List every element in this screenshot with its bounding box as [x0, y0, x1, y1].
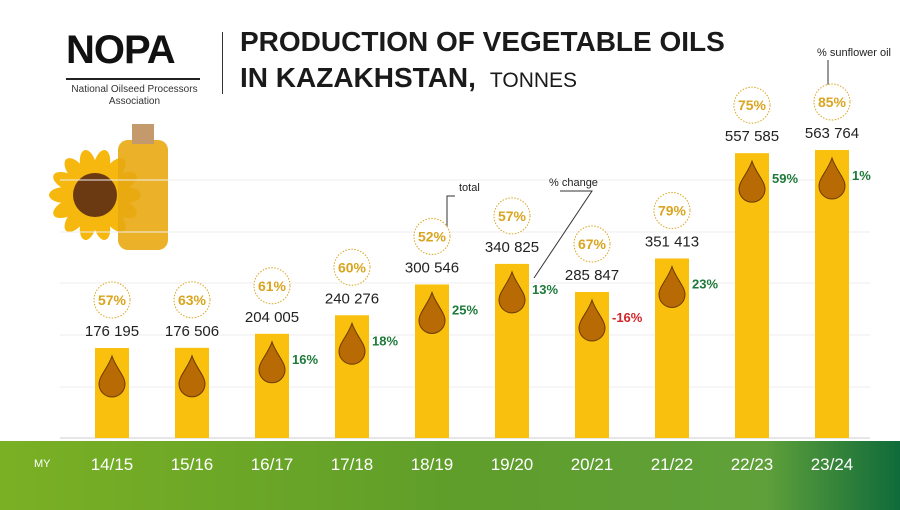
value-label: 176 506: [165, 323, 219, 340]
page-title-line2: IN KAZAKHSTAN, TONNES: [240, 62, 577, 94]
oil-drop-icon: [98, 354, 126, 398]
page-title-line1: PRODUCTION OF VEGETABLE OILS: [240, 26, 725, 57]
sunflower-share-label: 75%: [738, 97, 767, 113]
oil-drop-icon: [258, 340, 286, 384]
annotation-line-total: [446, 195, 455, 233]
oil-drop-icon: [658, 264, 686, 308]
sunflower-share-label: 57%: [498, 208, 527, 224]
annotation-change: % change: [549, 177, 598, 189]
pct-change-label: 13%: [532, 282, 558, 297]
x-axis-band: [0, 441, 900, 510]
value-label: 557 585: [725, 128, 779, 145]
x-tick-label: 21/22: [650, 455, 694, 474]
sunflower-share-label: 57%: [98, 292, 127, 308]
annotation-sunflower: % sunflower oil: [817, 47, 891, 59]
x-tick-label: 20/21: [570, 455, 614, 474]
sunflower-share-label: 61%: [258, 278, 287, 294]
sunflower-share-label: 67%: [578, 236, 607, 252]
unit-label: TONNES: [489, 69, 578, 92]
logo-underline: [66, 78, 200, 80]
oil-drop-icon: [498, 270, 526, 314]
value-label: 176 195: [85, 323, 139, 340]
title-text: IN KAZAKHSTAN,: [240, 62, 476, 93]
oil-drop-icon: [178, 354, 206, 398]
oil-drop-icon: [418, 290, 446, 334]
value-label: 300 546: [405, 259, 459, 276]
sunflower-share-circle: [573, 225, 611, 263]
x-tick-label: 17/18: [330, 455, 374, 474]
sunflower-share-circle: [333, 248, 371, 286]
x-axis-title: MY: [34, 458, 51, 470]
pct-change-label: 16%: [292, 352, 318, 367]
x-tick-label: 16/17: [250, 455, 294, 474]
sunflower-share-circle: [93, 281, 131, 319]
sunflower-share-circle: [173, 281, 211, 319]
x-tick-label: 15/16: [170, 455, 214, 474]
x-tick-label: 19/20: [490, 455, 534, 474]
value-label: 351 413: [645, 233, 699, 250]
oil-bottle: [118, 140, 168, 250]
sunflower-share-circle: [813, 83, 851, 121]
pct-change-label: 59%: [772, 171, 798, 186]
sunflower-share-label: 52%: [418, 228, 447, 244]
sunflower-share-circle: [253, 267, 291, 305]
sunflower-center: [73, 173, 117, 217]
sunflower-share-label: 63%: [178, 292, 207, 308]
value-label: 563 764: [805, 125, 859, 142]
oil-drop-icon: [578, 298, 606, 342]
bottle-cork: [132, 124, 154, 144]
sunflower-share-circle: [733, 86, 771, 124]
oil-drop-icon: [338, 321, 366, 365]
sunflower-share-circle: [653, 191, 691, 229]
x-tick-label: 18/19: [410, 455, 454, 474]
title-divider: [222, 32, 223, 94]
x-tick-label: 22/23: [730, 455, 774, 474]
pct-change-label: 23%: [692, 276, 718, 291]
value-label: 240 276: [325, 290, 379, 307]
sunflower-share-circle: [413, 217, 451, 255]
sunflower-share-label: 79%: [658, 202, 687, 218]
oil-drop-icon: [738, 159, 766, 203]
sunflower-share-label: 60%: [338, 259, 367, 275]
pct-change-label: -16%: [612, 310, 643, 325]
oil-drop-icon: [818, 156, 846, 200]
value-label: 285 847: [565, 267, 619, 284]
sunflower-share-label: 85%: [818, 94, 847, 110]
value-label: 204 005: [245, 309, 299, 326]
pct-change-label: 18%: [372, 333, 398, 348]
logo: NOPA: [66, 28, 176, 72]
annotation-line-change: [533, 190, 593, 279]
x-tick-label: 23/24: [810, 455, 854, 474]
sunflower-share-circle: [493, 197, 531, 235]
pct-change-label: 1%: [852, 168, 871, 183]
logo-subtitle: National Oilseed Processors Association: [71, 84, 198, 107]
x-tick-label: 14/15: [90, 455, 134, 474]
annotation-total: total: [459, 182, 480, 194]
pct-change-label: 25%: [452, 302, 478, 317]
value-label: 340 825: [485, 239, 539, 256]
